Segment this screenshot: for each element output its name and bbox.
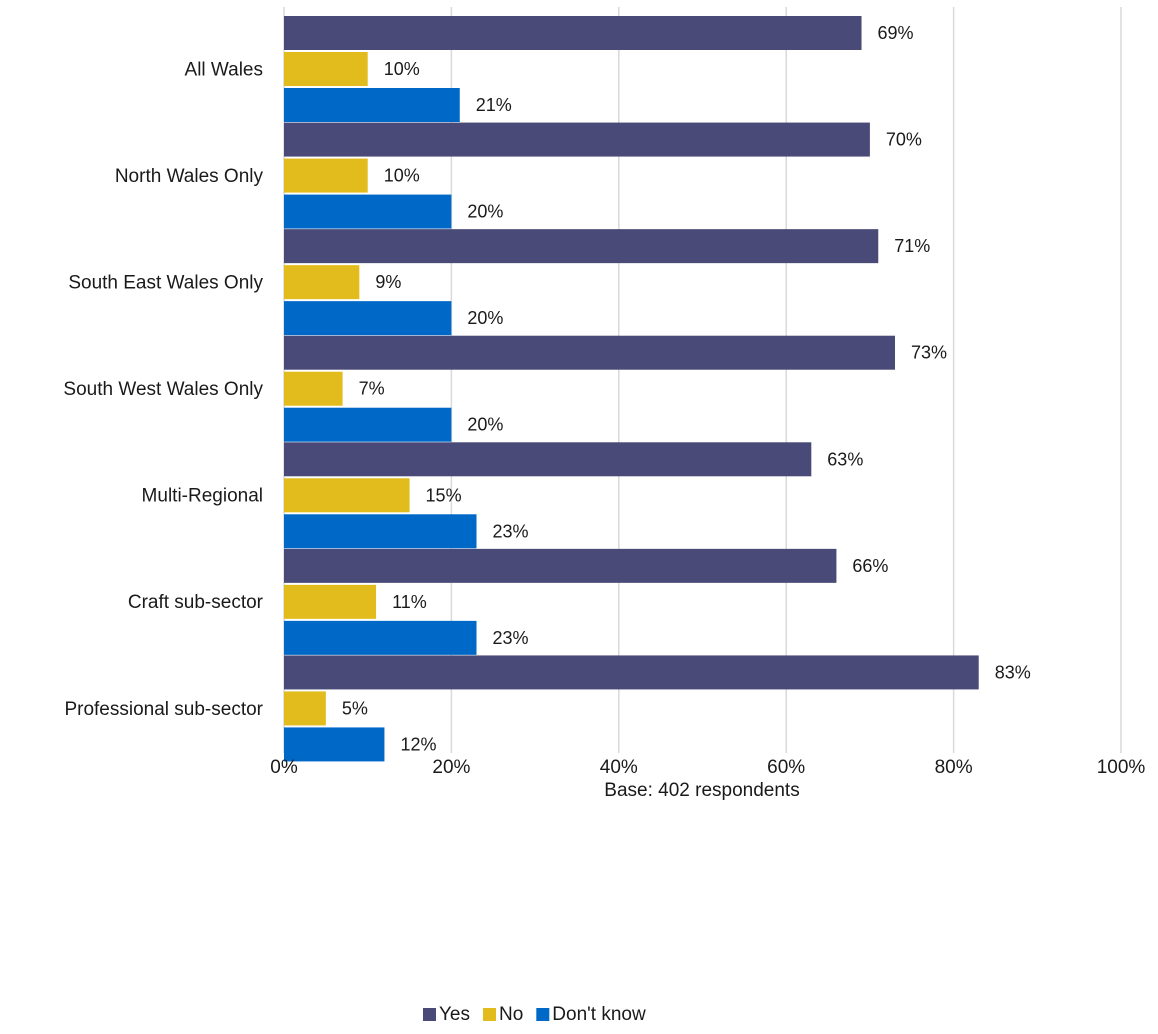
x-tick-label: 40% <box>600 757 638 778</box>
data-label: 73% <box>911 343 947 363</box>
bar-yes <box>284 229 879 264</box>
legend-label: Yes <box>439 1004 470 1025</box>
bar-don-t-know <box>284 514 477 549</box>
bar-don-t-know <box>284 407 452 442</box>
bar-yes <box>284 655 979 690</box>
legend-swatch <box>483 1008 496 1021</box>
data-label: 9% <box>375 272 401 292</box>
data-label: 70% <box>886 130 922 150</box>
bar-don-t-know <box>284 301 452 336</box>
data-label: 12% <box>400 734 436 754</box>
legend-swatch <box>423 1008 436 1021</box>
data-label: 20% <box>467 415 503 435</box>
x-tick-label: 100% <box>1097 757 1146 778</box>
value-labels: 69% 10% 21% 70% 10% 20% 71% 9% 20% 73% 7% 20% 63% 15%… <box>342 23 1031 754</box>
bar-yes <box>284 16 862 50</box>
data-label: 15% <box>426 485 462 505</box>
x-tick-label: 80% <box>935 757 973 778</box>
bar-don-t-know <box>284 194 452 229</box>
bar-no <box>284 584 377 619</box>
bar-yes <box>284 442 812 477</box>
data-label: 66% <box>852 556 888 576</box>
category-label: Professional sub-sector <box>64 699 263 720</box>
x-axis-ticks: 0% 20% 40% 60% 80% 100% <box>270 757 1145 778</box>
category-label: All Wales <box>185 59 263 80</box>
bars <box>284 16 979 762</box>
category-label: South West Wales Only <box>63 379 263 400</box>
data-label: 10% <box>384 59 420 79</box>
data-label: 11% <box>392 592 427 612</box>
data-label: 63% <box>827 449 863 469</box>
legend: Yes No Don't know <box>423 1004 646 1025</box>
bar-don-t-know <box>284 88 460 122</box>
bar-no <box>284 265 360 300</box>
data-label: 69% <box>878 23 914 43</box>
bar-no <box>284 691 326 726</box>
x-axis-title: Base: 402 respondents <box>604 780 799 801</box>
legend-label: No <box>499 1004 523 1025</box>
bar-don-t-know <box>284 727 385 762</box>
bar-no <box>284 52 368 86</box>
bar-yes <box>284 335 896 370</box>
x-tick-label: 20% <box>432 757 470 778</box>
category-label: South East Wales Only <box>68 273 263 294</box>
bar-yes <box>284 548 837 583</box>
legend-label: Don't know <box>552 1004 646 1025</box>
category-label: North Wales Only <box>115 166 264 187</box>
category-label: Multi-Regional <box>142 486 263 507</box>
category-labels: All Wales North Wales Only South East Wale… <box>63 59 263 719</box>
bar-no <box>284 478 410 513</box>
bar-don-t-know <box>284 620 477 655</box>
legend-swatch <box>536 1008 550 1021</box>
data-label: 23% <box>493 628 529 648</box>
data-label: 7% <box>359 379 385 399</box>
data-label: 10% <box>384 166 420 186</box>
x-tick-label: 0% <box>270 757 298 778</box>
data-label: 71% <box>894 236 930 256</box>
x-tick-label: 60% <box>767 757 805 778</box>
category-label: Craft sub-sector <box>128 592 264 613</box>
data-label: 23% <box>493 521 529 541</box>
bar-no <box>284 371 343 406</box>
bar-no <box>284 158 368 193</box>
data-label: 83% <box>995 662 1031 682</box>
data-label: 20% <box>467 202 503 222</box>
bar-yes <box>284 122 870 157</box>
data-label: 20% <box>467 308 503 328</box>
data-label: 21% <box>476 95 512 115</box>
data-label: 5% <box>342 698 368 718</box>
